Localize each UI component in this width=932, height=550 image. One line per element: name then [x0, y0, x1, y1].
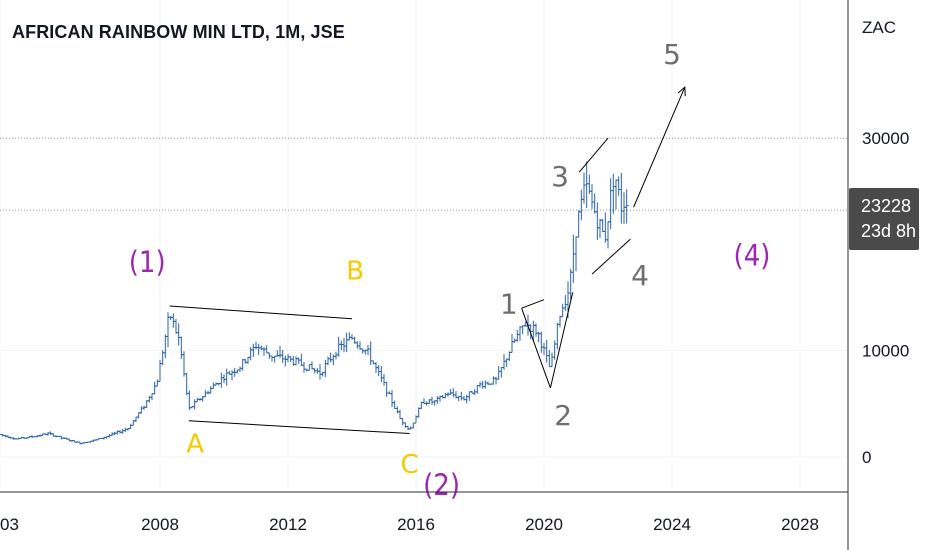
y-tick-label: 0	[862, 448, 871, 467]
x-tick-label: 2016	[397, 515, 435, 534]
trendline	[169, 305, 353, 320]
wave-label-abc: C	[401, 450, 419, 480]
wave-label-major: (1)	[129, 245, 166, 279]
last-price-tag: 23228 23d 8h	[849, 188, 919, 250]
x-tick-label: 2028	[781, 515, 819, 534]
trendline	[521, 299, 545, 309]
last-price-value: 23228	[861, 196, 912, 216]
wave-label-minor: 2	[554, 399, 572, 432]
wave-label-minor: 1	[500, 287, 518, 320]
price-bars	[0, 161, 629, 445]
x-tick-label: 2008	[141, 515, 179, 534]
y-tick-label: 10000	[862, 342, 909, 361]
trendlines	[169, 86, 686, 435]
trendline	[591, 238, 631, 275]
trendline	[188, 420, 410, 435]
wave-label-abc: B	[346, 256, 364, 286]
x-tick-label: 2024	[653, 515, 691, 534]
grid-layer	[0, 0, 848, 492]
wave-label-major: (3)	[647, 0, 684, 2]
wave-labels: (1) (2) (3) (4) A B C 1 2 3 4 5	[129, 0, 771, 502]
wave-label-major: (2)	[423, 468, 460, 502]
axes: 2003 2008 2012 2016 2020 2024 2028 0 10000 30000	[0, 0, 909, 550]
currency-label: ZAC	[862, 18, 896, 37]
wave-label-minor: 3	[551, 160, 569, 193]
wave-label-minor: 4	[631, 259, 649, 292]
chart-title: AFRICAN RAINBOW MIN LTD, 1M, JSE	[12, 22, 345, 42]
trendline	[578, 137, 609, 173]
projection-arrow-line	[633, 86, 686, 208]
x-tick-label: 2012	[269, 515, 307, 534]
wave-label-abc: A	[186, 430, 204, 460]
projection-arrow-head	[677, 86, 686, 97]
x-tick-label: 2020	[525, 515, 563, 534]
bar-countdown: 23d 8h	[861, 221, 917, 241]
wave-label-major: (4)	[734, 239, 771, 273]
trendline	[521, 307, 551, 389]
y-tick-label: 30000	[862, 129, 909, 148]
x-tick-label: 2003	[0, 515, 19, 534]
trendline	[549, 292, 574, 388]
wave-label-minor: 5	[663, 38, 681, 71]
